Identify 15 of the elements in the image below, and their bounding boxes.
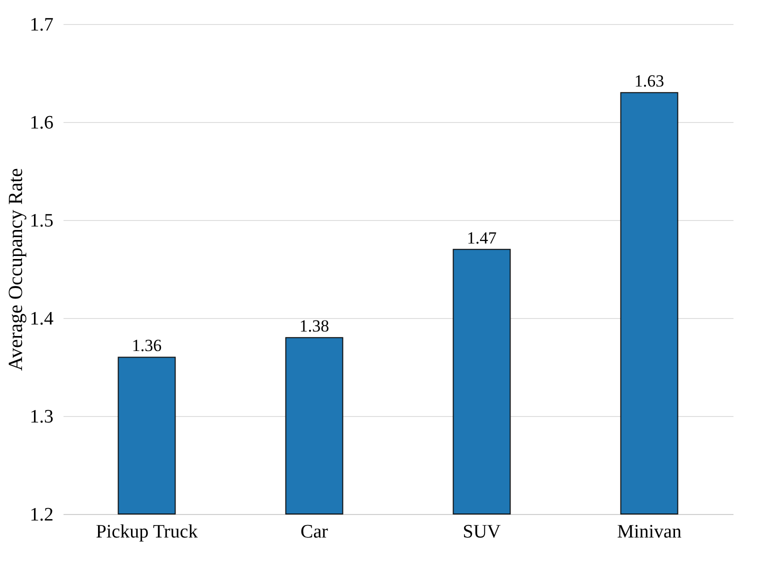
y-axis-title: Average Occupancy Rate <box>4 168 27 371</box>
x-tick-label: Car <box>300 522 329 542</box>
data-label: 1.36 <box>132 336 162 356</box>
data-label: 1.63 <box>634 72 664 91</box>
y-tick-label: 1.7 <box>30 14 54 36</box>
y-tick-label: 1.3 <box>30 406 54 428</box>
x-tick-label: Pickup Truck <box>96 522 198 542</box>
x-tick-label: SUV <box>462 522 502 542</box>
y-tick-label: 1.6 <box>30 112 54 134</box>
y-tick-label: 1.2 <box>30 504 54 526</box>
y-tick-label: 1.5 <box>30 210 54 232</box>
x-tick-label: Minivan <box>617 522 682 542</box>
y-tick-label: 1.4 <box>30 308 54 330</box>
data-label: 1.47 <box>466 228 498 248</box>
data-label: 1.38 <box>299 316 330 336</box>
